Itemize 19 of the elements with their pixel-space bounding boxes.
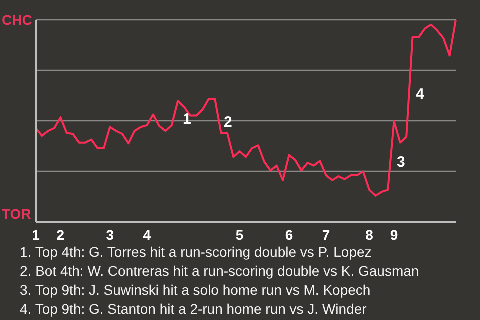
annotation: 2 [224, 114, 232, 132]
text: 2. Bot 4th: W. Contreras hit a run-scoring double vs K. Gausman [20, 262, 420, 281]
text: 1. Top 4th: G. Torres hit a run-scoring double vs P. Lopez [20, 243, 373, 262]
text: TOR [2, 205, 32, 223]
x-tick-label: 1 [32, 226, 40, 243]
text: 3. Top 9th: J. Suwinski hit a solo home run vs M. Kopech [20, 281, 372, 300]
x-tick-label: 8 [366, 226, 374, 243]
text: 4. Top 9th: G. Stanton hit a 2-run home run vs J. Winder [20, 300, 368, 319]
x-tick-label: 7 [322, 226, 330, 243]
x-tick-label: 2 [56, 226, 65, 243]
annotation: 1 [183, 111, 192, 129]
annotation: 4 [416, 86, 424, 104]
x-tick-label: 3 [106, 226, 114, 243]
x-tick-label: 9 [390, 226, 398, 243]
text: CHC [2, 11, 32, 29]
x-tick-label: 5 [236, 226, 244, 243]
x-tick-label: 6 [285, 226, 294, 243]
annotation: 3 [397, 154, 406, 172]
x-tick-label: 4 [143, 226, 152, 243]
